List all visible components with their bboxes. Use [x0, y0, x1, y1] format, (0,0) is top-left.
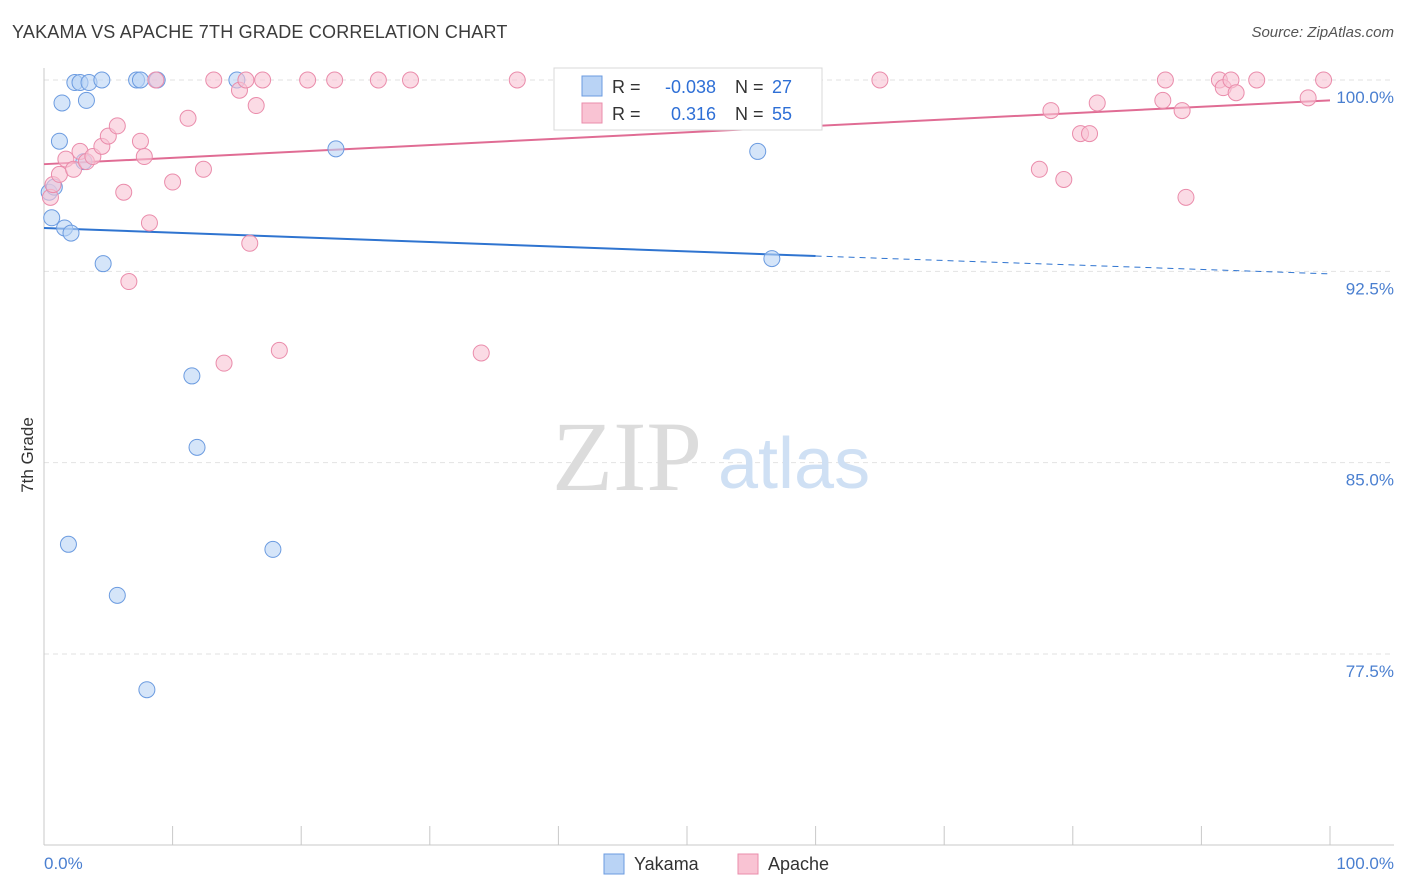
trend-lines	[43, 99, 1331, 275]
data-point-apache	[1156, 71, 1174, 89]
y-tick-label: 85.0%	[1346, 471, 1394, 490]
legend-r-label-yakama: R =	[612, 77, 641, 97]
bottom-legend-swatch-yakama	[603, 853, 625, 875]
legend-r-value-yakama: -0.038	[665, 77, 716, 97]
data-point-apache	[115, 183, 133, 201]
bottom-legend-label-apache: Apache	[768, 854, 829, 874]
bottom-legend-swatch-apache	[737, 853, 759, 875]
legend-n-value-apache: 55	[772, 104, 792, 124]
data-point-yakama	[138, 681, 156, 699]
watermark-atlas: atlas	[718, 424, 870, 504]
chart-title: YAKAMA VS APACHE 7TH GRADE CORRELATION C…	[12, 22, 508, 42]
data-points	[40, 71, 1333, 699]
stats-legend: R = -0.038 N = 27 R = 0.316 N = 55	[553, 67, 823, 131]
data-point-apache	[1088, 94, 1106, 112]
data-point-apache	[131, 132, 149, 150]
data-point-apache	[215, 354, 233, 372]
legend-n-label-apache: N =	[735, 104, 764, 124]
data-point-yakama	[264, 540, 282, 558]
legend-r-value-apache: 0.316	[671, 104, 716, 124]
data-point-apache	[871, 71, 889, 89]
data-point-yakama	[763, 250, 781, 268]
data-point-apache	[1042, 102, 1060, 120]
data-point-apache	[402, 71, 420, 89]
data-point-apache	[1030, 160, 1048, 178]
x-tick-label-end: 100.0%	[1336, 854, 1394, 873]
series-legend: Yakama Apache	[603, 853, 829, 875]
legend-swatch-yakama	[581, 75, 603, 97]
data-point-yakama	[183, 367, 201, 385]
data-point-apache	[1055, 170, 1073, 188]
data-point-apache	[179, 109, 197, 127]
gridlines	[44, 79, 1394, 655]
data-point-yakama	[749, 142, 767, 160]
y-tick-label: 77.5%	[1346, 662, 1394, 681]
source-credit: Source: ZipAtlas.com	[1251, 24, 1394, 41]
y-tick-labels: 100.0% 92.5% 85.0% 77.5%	[1336, 88, 1394, 681]
data-point-yakama	[131, 71, 149, 89]
data-point-apache	[1173, 102, 1191, 120]
bottom-legend-label-yakama: Yakama	[634, 854, 700, 874]
legend-n-value-yakama: 27	[772, 77, 792, 97]
data-point-apache	[50, 165, 68, 183]
data-point-apache	[369, 71, 387, 89]
legend-r-label-apache: R =	[612, 104, 641, 124]
data-point-apache	[1227, 84, 1245, 102]
data-point-yakama	[108, 586, 126, 604]
data-point-apache	[508, 71, 526, 89]
data-point-apache	[120, 273, 138, 291]
trend-line-yakama	[43, 226, 816, 258]
axes	[43, 68, 1394, 846]
legend-swatch-apache	[581, 102, 603, 124]
watermark-zip: ZIP	[552, 401, 702, 512]
trend-line-yakama-extrapolated	[815, 255, 1331, 275]
data-point-apache	[147, 71, 165, 89]
legend-n-label-yakama: N =	[735, 77, 764, 97]
data-point-yakama	[50, 132, 68, 150]
data-point-apache	[237, 71, 255, 89]
data-point-apache	[1177, 188, 1195, 206]
data-point-apache	[1315, 71, 1333, 89]
data-point-apache	[1299, 89, 1317, 107]
data-point-apache	[241, 234, 259, 252]
data-point-apache	[254, 71, 272, 89]
x-tick-label-start: 0.0%	[44, 854, 83, 873]
data-point-apache	[205, 71, 223, 89]
data-point-yakama	[327, 140, 345, 158]
x-tick-labels: 0.0% 100.0%	[44, 854, 1394, 873]
data-point-apache	[1154, 91, 1172, 109]
data-point-apache	[472, 344, 490, 362]
data-point-apache	[326, 71, 344, 89]
data-point-apache	[1248, 71, 1266, 89]
data-point-yakama	[53, 94, 71, 112]
data-point-apache	[108, 117, 126, 135]
data-point-apache	[1081, 125, 1099, 143]
data-point-apache	[140, 214, 158, 232]
data-point-yakama	[77, 91, 95, 109]
data-point-apache	[135, 148, 153, 166]
data-point-yakama	[62, 224, 80, 242]
trend-line-apache	[43, 99, 1331, 166]
data-point-apache	[194, 160, 212, 178]
data-point-yakama	[43, 209, 61, 227]
data-point-yakama	[59, 535, 77, 553]
data-point-apache	[247, 97, 265, 115]
data-point-yakama	[188, 438, 206, 456]
y-tick-label: 92.5%	[1346, 279, 1394, 298]
data-point-apache	[299, 71, 317, 89]
data-point-yakama	[93, 71, 111, 89]
data-point-apache	[164, 173, 182, 191]
data-point-yakama	[94, 255, 112, 273]
data-point-apache	[270, 341, 288, 359]
y-tick-label: 100.0%	[1336, 88, 1394, 107]
data-point-apache	[65, 160, 83, 178]
